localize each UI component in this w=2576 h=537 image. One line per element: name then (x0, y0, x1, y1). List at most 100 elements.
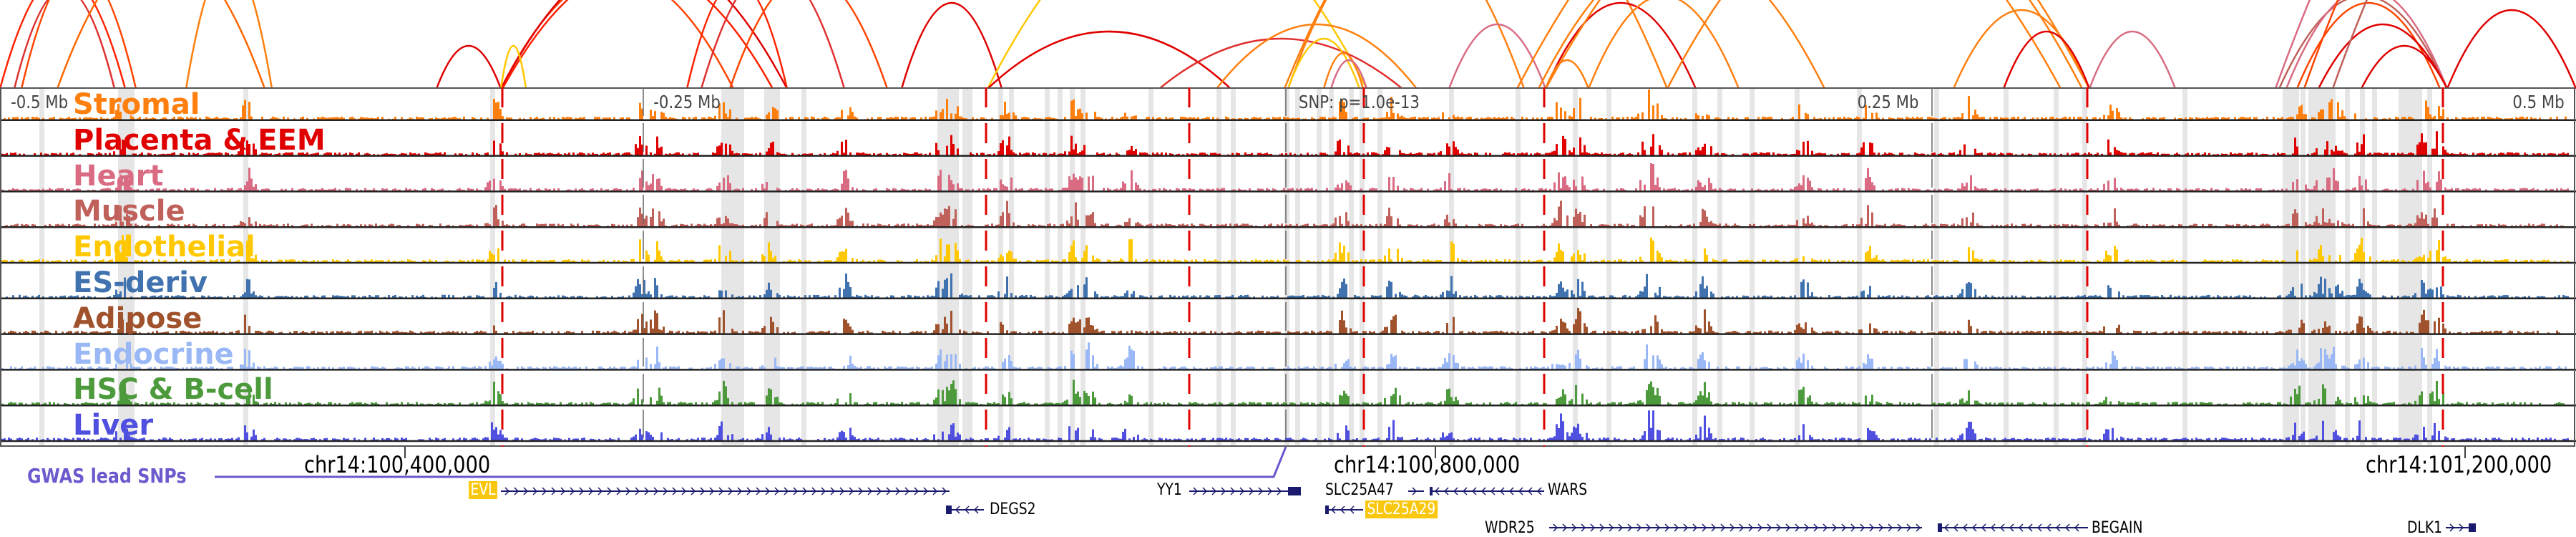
highlight-region (243, 87, 248, 447)
loop-arc (1322, 52, 1365, 89)
gene-dlk1[interactable]: DLK1 (2407, 519, 2442, 537)
loop-arc (1330, 59, 1368, 89)
loop-arc (1158, 37, 1403, 89)
highlight-region (1080, 87, 1085, 447)
loop-arc (1448, 23, 1547, 89)
highlight-region (1795, 87, 1800, 447)
loop-arc (1537, 0, 1826, 89)
gene-evl[interactable]: EVL (469, 481, 498, 499)
gene-wars-model (1431, 487, 1544, 495)
highlight-region (737, 87, 742, 447)
highlight-region (2427, 87, 2432, 447)
track-label: Adipose (73, 301, 203, 335)
loop-arc (1544, 2, 1697, 89)
gene-yy1[interactable]: YY1 (1157, 481, 1182, 499)
exon (2469, 523, 2476, 532)
highlight-region (1009, 87, 1014, 447)
loop-arc (2285, 0, 2449, 89)
highlight-region (490, 87, 495, 447)
gwas-lead-snps-label: GWAS lead SNPs (27, 464, 187, 488)
gene-degs2[interactable]: DEGS2 (990, 500, 1036, 518)
strand-arrows-right (1193, 487, 1282, 495)
track-label: Endocrine (73, 337, 234, 371)
highlight-region (801, 87, 806, 447)
highlight-region (1449, 87, 1454, 447)
gene-slc25a47[interactable]: SLC25A47 (1325, 481, 1394, 499)
highlight-region (1231, 87, 1236, 447)
highlight-region (1377, 87, 1382, 447)
loop-arc (499, 44, 527, 89)
highlight-region (1857, 87, 1862, 447)
highlight-region (2082, 87, 2087, 447)
loop-arc (987, 30, 1231, 89)
loop-arc (20, 0, 137, 89)
gene-wdr25-model (1549, 523, 1922, 532)
highlight-region (39, 87, 44, 447)
gene-slc25a29[interactable]: SLC25A29 (1365, 500, 1438, 518)
gene-degs2-model (952, 505, 984, 514)
track-label: Stromal (73, 88, 200, 121)
loop-arc (1587, 0, 1740, 89)
gene-wars[interactable]: WARS (1548, 481, 1588, 499)
signal-bars (1, 342, 2567, 369)
loop-arc (686, 0, 789, 89)
coordinate-label: chr14:100,800,000 (1334, 451, 1521, 478)
coordinate-label: chr14:101,200,000 (2366, 451, 2552, 478)
highlight-region (967, 87, 972, 447)
strand-arrows-left (1943, 523, 2079, 532)
axis-label-plus-quarter: 0.25 Mb (1857, 92, 1919, 112)
gene-begain-model (1941, 523, 2088, 532)
highlight-region (1284, 87, 1289, 447)
track-stromal (0, 90, 2576, 122)
highlight-region (2372, 87, 2377, 447)
gene-begain[interactable]: BEGAIN (2092, 519, 2143, 537)
highlight-region (1216, 87, 1221, 447)
exon (1938, 523, 1942, 532)
highlight-region (2182, 87, 2187, 447)
coordinate-label: chr14:100,400,000 (304, 451, 491, 478)
highlight-region (1148, 87, 1153, 447)
highlight-region (2401, 87, 2406, 447)
loop-arc (1666, 0, 2084, 89)
gwas-snp-connector (215, 446, 1287, 478)
strand-arrows-right (1553, 523, 1921, 532)
highlight-region (2360, 87, 2365, 447)
highlight-region (1317, 87, 1322, 447)
gene-yy1-model (1189, 487, 1288, 495)
axis-label-plus-half: 0.5 Mb (2512, 92, 2565, 112)
highlight-region (2308, 87, 2313, 447)
highlight-region (2285, 87, 2290, 447)
highlight-region (953, 87, 958, 447)
highlight-region (2413, 87, 2418, 447)
highlight-region (1573, 87, 1578, 447)
loop-arc (900, 1, 1003, 89)
track-es-deriv (0, 273, 2576, 300)
loop-arc (2278, 0, 2449, 89)
track-label: HSC & B-cell (73, 373, 273, 407)
signal-tracks (0, 87, 2576, 447)
loop-arc (2002, 31, 2091, 89)
gene-slc25a29-model (1327, 505, 1363, 514)
gene-wdr25[interactable]: WDR25 (1485, 519, 1535, 537)
track-label: Placenta & EEM (73, 123, 326, 157)
track-label: Heart (73, 159, 164, 193)
strand-arrows-right (1412, 487, 1418, 495)
loop-arc (0, 0, 127, 89)
highlight-region (998, 87, 1003, 447)
loop-arc (1544, 0, 2062, 89)
highlight-region (2345, 87, 2350, 447)
track-liver (0, 410, 2576, 442)
loop-arc (1516, 0, 2091, 89)
loop-arc (2446, 9, 2576, 89)
track-endocrine (0, 342, 2576, 371)
exon (946, 505, 952, 514)
loop-arc (2296, 2, 2441, 89)
highlight-region (2331, 87, 2336, 447)
loop-arc (13, 0, 116, 89)
signal-bars (4, 200, 2565, 227)
axis-label-minus-half: -0.5 Mb (11, 92, 69, 112)
signal-bars (4, 308, 2560, 334)
highlight-region (1058, 87, 1063, 447)
highlight-region (1934, 87, 1939, 447)
loop-arc (2360, 45, 2449, 89)
